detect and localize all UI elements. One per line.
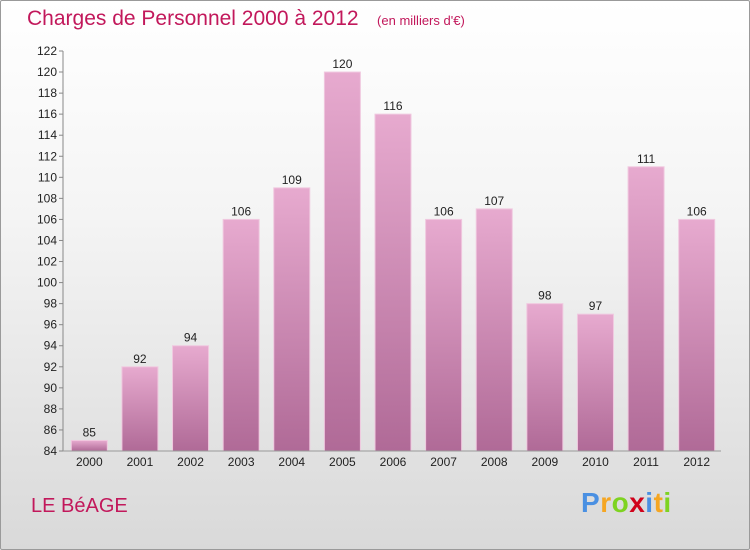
bar-2003 <box>222 218 260 452</box>
logo-letter: i <box>663 487 672 518</box>
y-tick-label: 106 <box>37 212 57 226</box>
x-tick-label: 2007 <box>430 455 457 469</box>
y-tick-label: 94 <box>44 339 58 353</box>
y-tick-label: 116 <box>38 107 57 121</box>
y-tick-label: 108 <box>37 191 57 205</box>
chart-title: Charges de Personnel 2000 à 2012 <box>27 7 359 30</box>
y-tick-label: 120 <box>37 65 57 79</box>
data-label: 98 <box>538 289 552 303</box>
data-label: 92 <box>133 352 147 366</box>
logo-letter: r <box>600 487 612 518</box>
x-tick-label: 2011 <box>633 455 659 469</box>
data-label: 120 <box>332 57 352 71</box>
bar-2007 <box>425 218 463 452</box>
data-label: 94 <box>184 331 198 345</box>
bar-2004 <box>273 187 311 452</box>
x-tick-label: 2009 <box>531 455 558 469</box>
logo-letter: x <box>629 487 646 518</box>
bar-2001 <box>121 366 159 452</box>
bar-2005 <box>323 71 361 452</box>
y-tick-label: 88 <box>44 402 58 416</box>
y-tick-label: 104 <box>37 233 57 247</box>
bar-2006 <box>374 113 412 452</box>
data-label: 106 <box>687 204 707 218</box>
x-tick-label: 2006 <box>380 455 407 469</box>
x-tick-label: 2000 <box>76 455 103 469</box>
x-tick-label: 2003 <box>228 455 255 469</box>
data-label: 97 <box>589 299 603 313</box>
y-tick-label: 92 <box>44 360 58 374</box>
proxiti-logo: Proxiti <box>581 487 672 519</box>
bar-2008 <box>475 208 513 452</box>
data-label: 106 <box>231 204 251 218</box>
data-label: 106 <box>434 204 454 218</box>
x-tick-label: 2005 <box>329 455 356 469</box>
bar-2010 <box>576 313 614 452</box>
data-label: 111 <box>637 152 656 166</box>
logo-letter: P <box>581 487 601 518</box>
title-block: Charges de Personnel 2000 à 2012 (en mil… <box>27 7 465 31</box>
data-label: 116 <box>383 99 402 113</box>
y-tick-label: 110 <box>38 170 57 184</box>
data-label: 107 <box>484 194 504 208</box>
bar-2002 <box>172 345 210 452</box>
y-tick-label: 90 <box>44 381 58 395</box>
y-tick-label: 84 <box>44 444 58 458</box>
bar-2009 <box>526 303 564 452</box>
x-tick-label: 2001 <box>127 455 154 469</box>
logo-letter: t <box>653 487 664 518</box>
x-tick-label: 2012 <box>683 455 710 469</box>
chart-units: (en milliers d'€) <box>377 13 465 28</box>
y-tick-label: 96 <box>44 318 58 332</box>
y-tick-label: 122 <box>37 44 57 58</box>
bar-2011 <box>627 166 665 452</box>
data-label: 85 <box>83 425 97 439</box>
y-tick-label: 100 <box>37 276 57 290</box>
x-tick-label: 2008 <box>481 455 508 469</box>
logo-letter: o <box>611 487 630 518</box>
logo-letter: i <box>645 487 654 518</box>
data-label: 109 <box>282 173 302 187</box>
y-tick-label: 86 <box>44 423 58 437</box>
bar-2000 <box>70 439 108 452</box>
y-tick-label: 114 <box>38 128 57 142</box>
commune-name: LE BéAGE <box>31 495 128 517</box>
y-tick-label: 112 <box>38 149 57 163</box>
y-tick-label: 98 <box>44 297 58 311</box>
bar-2012 <box>678 218 716 452</box>
x-tick-label: 2002 <box>177 455 204 469</box>
x-tick-label: 2010 <box>582 455 609 469</box>
y-tick-label: 102 <box>37 255 57 269</box>
x-tick-label: 2004 <box>278 455 305 469</box>
y-tick-label: 118 <box>38 86 57 100</box>
